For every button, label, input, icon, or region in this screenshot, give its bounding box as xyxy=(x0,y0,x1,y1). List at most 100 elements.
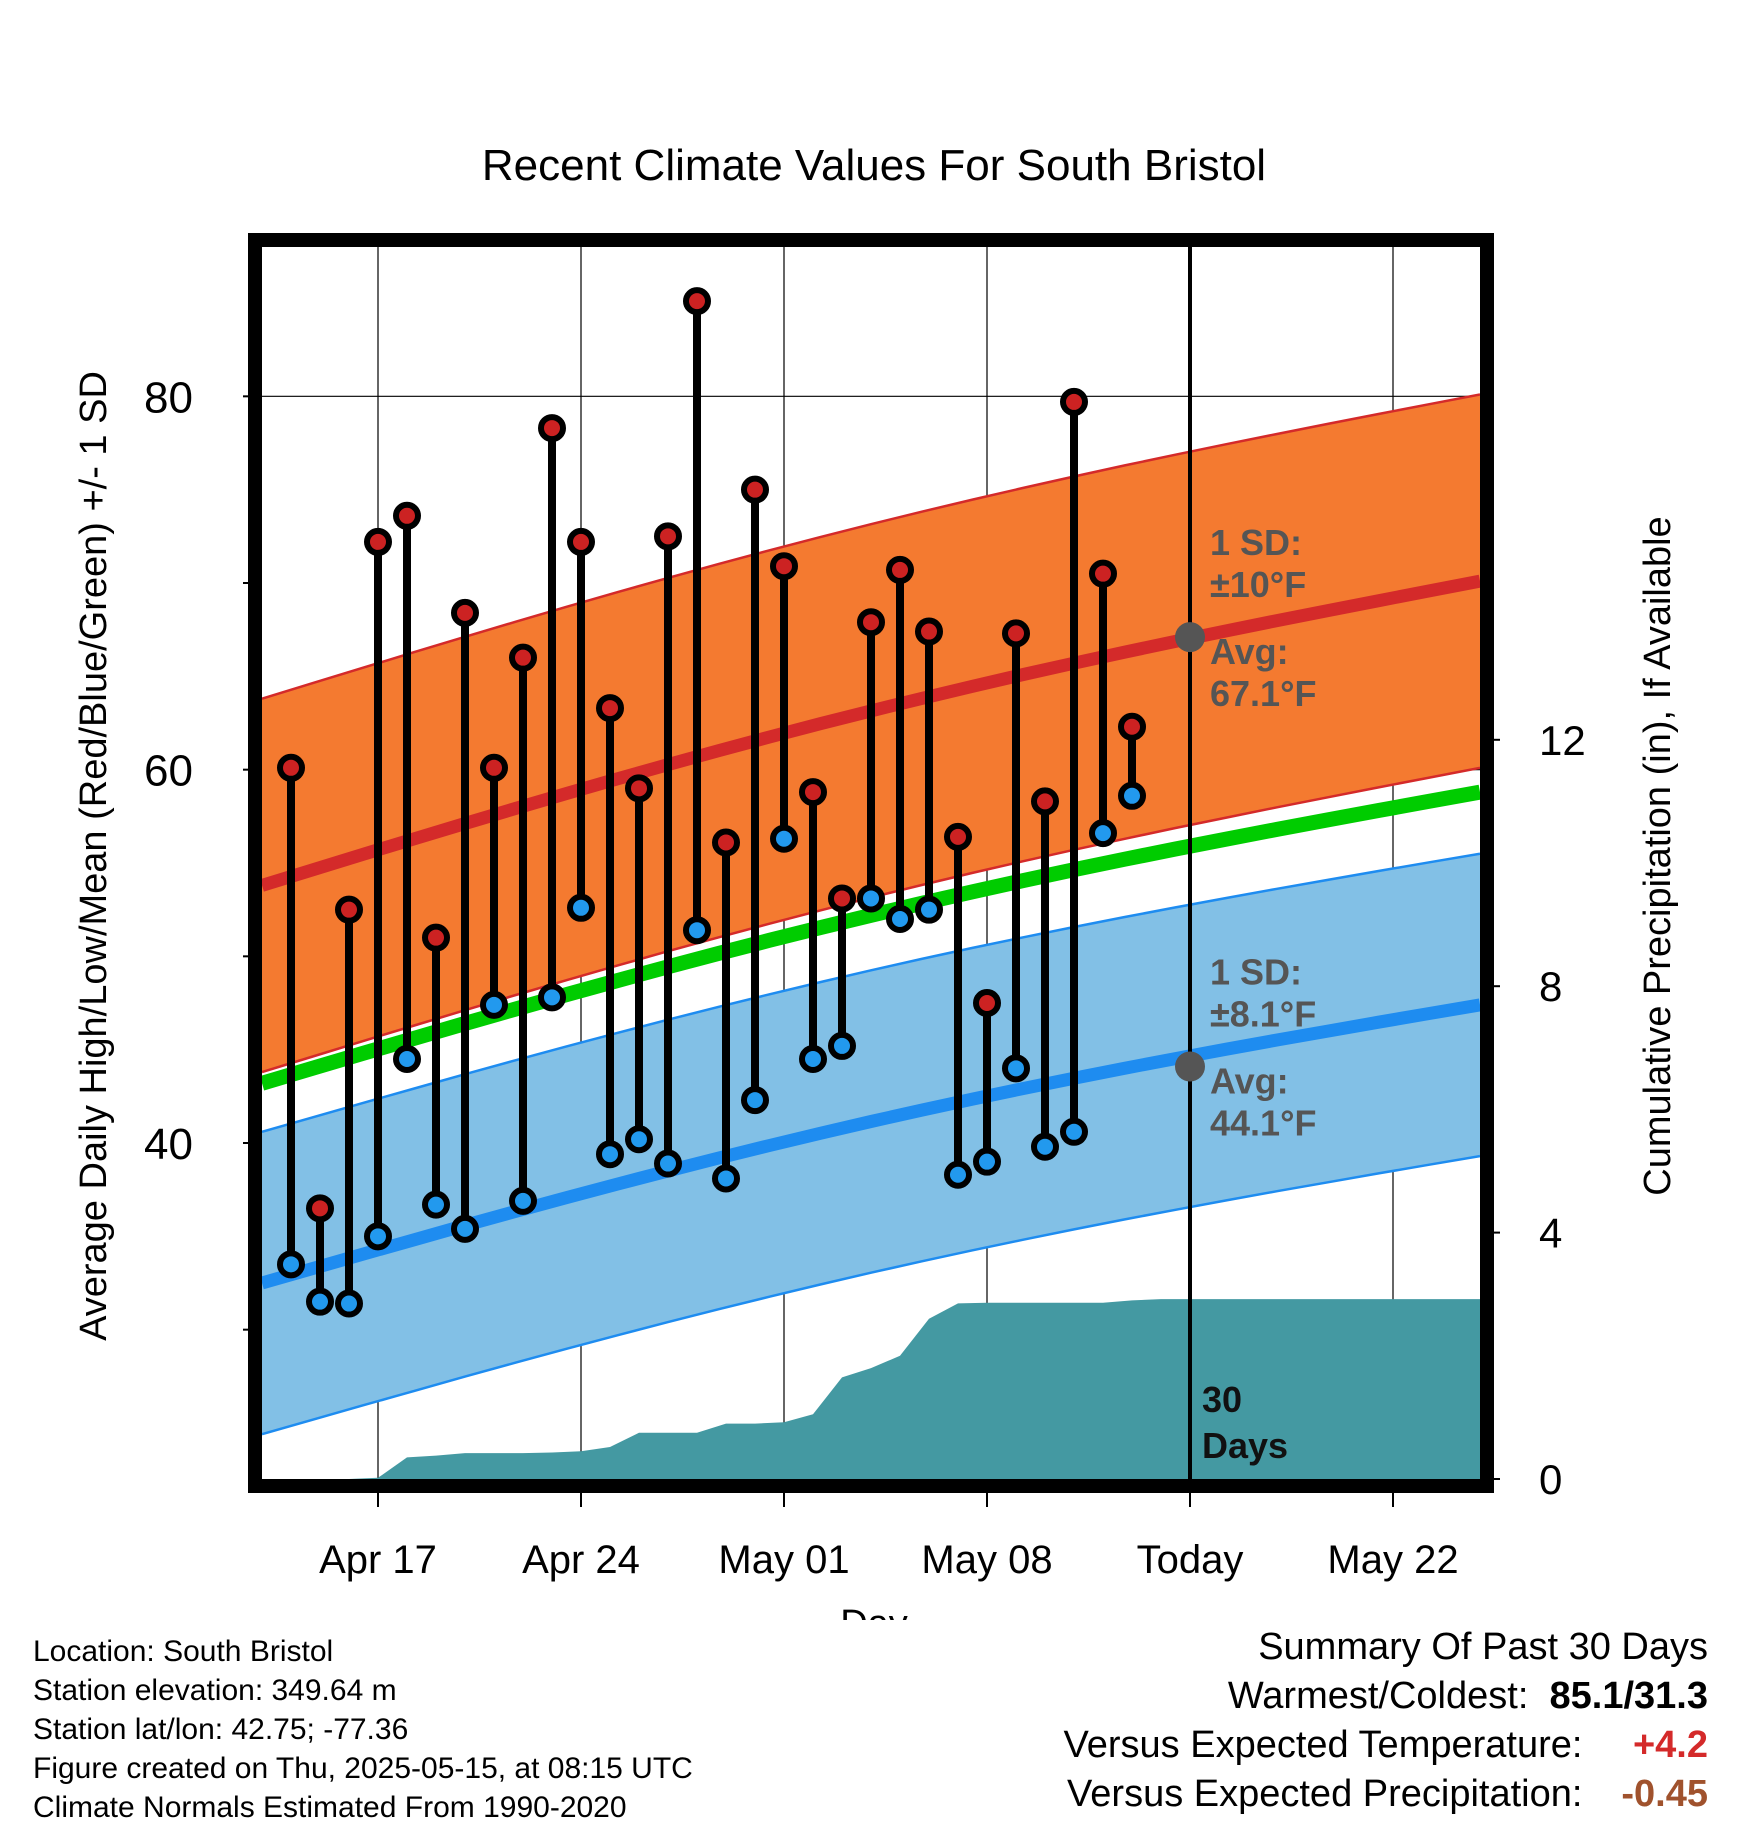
high-point xyxy=(886,555,914,584)
high-point xyxy=(451,598,479,627)
high-point xyxy=(1089,559,1117,588)
y2-tick-label: 8 xyxy=(1539,963,1562,1010)
low-point xyxy=(277,1250,305,1279)
low-avg-value: 44.1°F xyxy=(1210,1102,1316,1143)
low-avg-label: Avg: xyxy=(1210,1060,1289,1101)
high-point xyxy=(1002,619,1030,648)
high-point xyxy=(393,501,421,530)
low-point xyxy=(973,1147,1001,1176)
x-tick-label: Today xyxy=(1137,1538,1244,1582)
low-point xyxy=(1060,1117,1088,1146)
info-elevation: Station elevation: 349.64 m xyxy=(33,1674,397,1707)
high-sd-label: 1 SD: xyxy=(1210,522,1302,563)
high-point xyxy=(683,287,711,316)
low-point xyxy=(422,1190,450,1219)
low-point xyxy=(1118,781,1146,810)
high-point xyxy=(857,608,885,637)
low-point xyxy=(1002,1054,1030,1083)
window-label-part: 30 xyxy=(1202,1379,1242,1420)
x-tick-label: Apr 17 xyxy=(319,1538,437,1582)
low-point xyxy=(567,893,595,922)
low-sd-lower xyxy=(262,1154,1480,1436)
high-point xyxy=(306,1194,334,1223)
low-point xyxy=(944,1160,972,1189)
low-point xyxy=(306,1287,334,1316)
summary-panel: Summary Of Past 30 Days Warmest/Coldest:… xyxy=(1064,1623,1708,1819)
high-point xyxy=(915,617,943,646)
info-location: Location: South Bristol xyxy=(33,1635,334,1668)
y-tick-label: 80 xyxy=(144,373,193,422)
low-point xyxy=(1031,1132,1059,1161)
x-tick-label: May 08 xyxy=(921,1538,1052,1582)
low-point xyxy=(364,1222,392,1251)
low-point xyxy=(799,1045,827,1073)
high-point xyxy=(799,778,827,807)
plot-frame xyxy=(248,233,1494,1493)
low-point xyxy=(886,905,914,933)
y-tick-label: 60 xyxy=(144,747,193,796)
high-point xyxy=(509,643,537,672)
high-point xyxy=(1060,387,1088,416)
summary-temp: Versus Expected Temperature: +4.2 xyxy=(1064,1721,1708,1770)
high-point xyxy=(973,989,1001,1017)
low-point xyxy=(915,895,943,924)
high-sd-value: ±10°F xyxy=(1210,564,1306,605)
low-sd-label: 1 SD: xyxy=(1210,951,1302,992)
summary-heading: Summary Of Past 30 Days xyxy=(1258,1626,1708,1668)
high-avg-label: Avg: xyxy=(1210,631,1289,672)
precip-area xyxy=(262,1299,1480,1479)
precip-value: -0.45 xyxy=(1621,1773,1708,1815)
low-sd-value: ±8.1°F xyxy=(1210,993,1316,1034)
y2-tick-label: 4 xyxy=(1539,1210,1562,1257)
high-avg-marker xyxy=(1175,622,1205,653)
high-point xyxy=(741,475,769,504)
low-point xyxy=(770,824,798,853)
info-latlon: Station lat/lon: 42.75; -77.36 xyxy=(33,1713,409,1746)
high-avg-value: 67.1°F xyxy=(1210,673,1316,714)
low-point xyxy=(625,1125,653,1154)
high-point xyxy=(596,694,624,723)
low-point xyxy=(538,983,566,1012)
temp-value: +4.2 xyxy=(1632,1724,1708,1766)
high-point xyxy=(770,552,798,581)
high-point xyxy=(422,923,450,952)
high-point xyxy=(944,822,972,851)
x-tick-label: Apr 24 xyxy=(522,1538,640,1582)
window-label-part: Days xyxy=(1202,1425,1288,1466)
low-point xyxy=(393,1045,421,1073)
chart-title: Recent Climate Values For South Bristol xyxy=(482,141,1266,190)
low-point xyxy=(509,1186,537,1215)
high-point xyxy=(654,522,682,551)
y2-tick-label: 12 xyxy=(1539,717,1586,764)
high-point xyxy=(1031,787,1059,816)
x-axis-label: Day xyxy=(840,1603,908,1620)
climate-chart: Recent Climate Values For South Bristol … xyxy=(73,141,1679,1620)
low-point xyxy=(828,1031,856,1060)
low-point xyxy=(335,1289,363,1318)
y2-axis-label: Cumulative Precipitation (in), If Availa… xyxy=(1637,516,1679,1195)
low-point xyxy=(1089,819,1117,848)
low-point xyxy=(451,1214,479,1243)
y-axis-label: Average Daily High/Low/Mean (Red/Blue/Gr… xyxy=(73,371,115,1341)
low-point xyxy=(712,1164,740,1193)
low-point xyxy=(654,1149,682,1178)
low-point xyxy=(596,1140,624,1169)
low-sd-band xyxy=(262,853,1480,1435)
x-tick-label: May 22 xyxy=(1327,1538,1458,1582)
high-point xyxy=(277,753,305,782)
high-point xyxy=(828,884,856,913)
warm-cold-label: Warmest/Coldest: xyxy=(1227,1675,1529,1717)
high-point xyxy=(364,527,392,556)
high-point xyxy=(712,828,740,857)
y2-tick-label: 0 xyxy=(1539,1456,1562,1503)
summary-precip: Versus Expected Precipitation: -0.45 xyxy=(1064,1770,1708,1819)
low-point xyxy=(683,916,711,945)
low-avg-marker xyxy=(1175,1051,1205,1082)
warm-cold-value: 85.1/31.3 xyxy=(1549,1675,1708,1717)
low-point xyxy=(480,990,508,1019)
high-point xyxy=(1118,712,1146,741)
precip-label: Versus Expected Precipitation: xyxy=(1067,1773,1583,1815)
summary-warm-cold: Warmest/Coldest: 85.1/31.3 xyxy=(1064,1672,1708,1721)
x-tick-label: May 01 xyxy=(718,1538,849,1582)
temp-label: Versus Expected Temperature: xyxy=(1063,1724,1583,1766)
